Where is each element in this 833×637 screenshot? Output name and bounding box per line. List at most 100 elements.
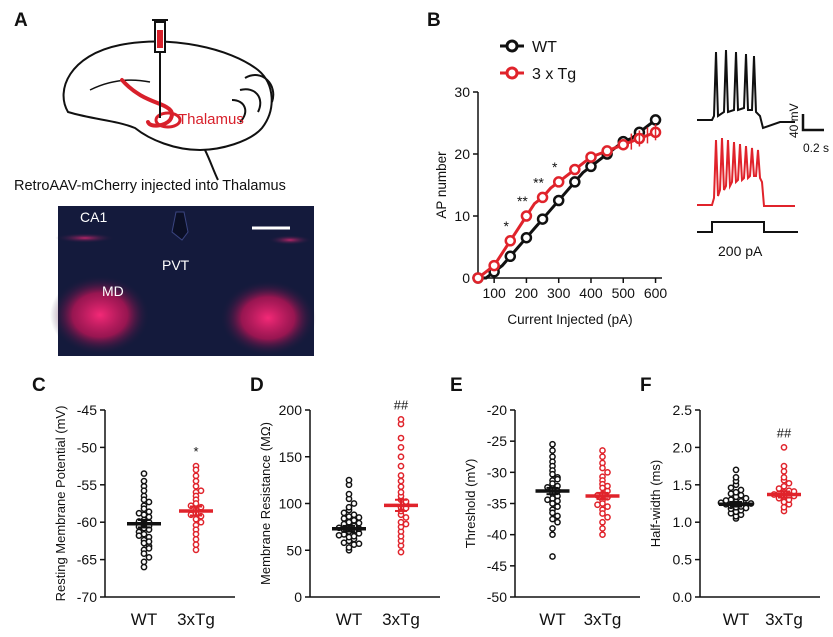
- data-point-wt: [345, 476, 353, 484]
- data-point-wt: [135, 509, 143, 517]
- voltage-scale-label: 40 mV: [787, 103, 801, 138]
- panel-label-e: E: [450, 375, 463, 396]
- data-point-tg: [569, 163, 581, 176]
- data-point-tg: [780, 467, 788, 475]
- data-point-wt: [554, 475, 561, 483]
- data-point-wt: [737, 486, 745, 494]
- y-tick-label: -60: [77, 514, 97, 530]
- data-point-wt: [549, 515, 556, 523]
- data-point-tg: [397, 453, 405, 461]
- data-point-wt: [549, 509, 556, 517]
- data-point-wt: [569, 176, 581, 188]
- data-point-tg: [599, 518, 606, 526]
- thalamus-label: Thalamus: [178, 111, 244, 128]
- y-axis-title: Threshold (mV): [463, 459, 478, 549]
- significance-marker: *: [193, 444, 198, 459]
- y-axis-title: AP number: [434, 151, 449, 219]
- trace-inset: 40 mV 0.2 s 200 pA: [697, 49, 829, 259]
- data-point-wt: [732, 473, 740, 481]
- y-tick-label: -70: [77, 589, 97, 605]
- y-tick-label: 0: [294, 589, 302, 605]
- legend-marker-wt: [505, 39, 519, 53]
- x-axis-title: Current Injected (pA): [507, 312, 632, 327]
- data-point-tg: [402, 514, 410, 521]
- data-point-tg: [585, 151, 597, 163]
- y-tick-label: 200: [279, 402, 303, 418]
- syringe-fill: [157, 30, 163, 48]
- data-point-tg: [617, 138, 630, 151]
- data-point-tg: [536, 191, 549, 204]
- y-tick-label: -25: [487, 433, 507, 449]
- data-point-wt: [520, 231, 533, 244]
- data-point-tg: [197, 487, 205, 495]
- data-point-tg: [604, 468, 611, 476]
- data-point-tg: [504, 235, 517, 247]
- data-point-tg: [402, 520, 410, 528]
- data-point-tg: [599, 525, 606, 532]
- data-point-tg: [192, 546, 200, 554]
- data-point-wt: [350, 511, 358, 519]
- data-point-wt: [355, 519, 363, 527]
- micrograph-label-ca1: CA1: [80, 209, 107, 225]
- md-fluorescence-right: [220, 280, 316, 356]
- significance-marker: **: [517, 193, 528, 209]
- data-point-tg: [780, 473, 788, 481]
- data-point-tg: [552, 176, 565, 188]
- data-point-wt: [549, 440, 556, 448]
- data-point-wt: [140, 477, 148, 485]
- wt-voltage-trace: [697, 49, 795, 130]
- panel-label-b: B: [427, 10, 441, 31]
- x-category-label: 3xTg: [584, 610, 622, 629]
- legend-label-wt: WT: [532, 39, 557, 56]
- data-point-wt: [145, 554, 153, 561]
- data-point-tg: [192, 536, 200, 543]
- data-point-wt: [355, 540, 363, 548]
- y-tick-label: -50: [77, 439, 97, 455]
- data-point-wt: [649, 114, 662, 126]
- cerebellum-outline: [231, 74, 275, 123]
- data-point-tg: [780, 444, 788, 451]
- panel-label-c: C: [32, 375, 46, 396]
- data-point-tg: [397, 548, 405, 556]
- data-point-wt: [742, 504, 750, 512]
- x-category-label: 3xTg: [765, 610, 803, 629]
- y-tick-label: 2.5: [673, 402, 693, 418]
- data-point-tg: [604, 513, 611, 521]
- data-point-wt: [742, 494, 750, 502]
- data-point-wt: [345, 490, 353, 498]
- data-point-tg: [192, 477, 200, 485]
- data-point-tg: [197, 518, 205, 526]
- y-tick-label: 0: [462, 270, 470, 286]
- data-point-wt: [140, 550, 148, 557]
- data-point-wt: [549, 525, 556, 532]
- x-category-label: 3xTg: [177, 610, 215, 629]
- data-point-tg: [594, 501, 601, 509]
- data-point-tg: [397, 444, 405, 451]
- significance-marker: ##: [777, 425, 792, 440]
- brain-schematic: Thalamus: [62, 19, 275, 181]
- data-point-tg: [397, 434, 405, 442]
- data-point-tg: [397, 477, 405, 485]
- current-step-trace: [697, 221, 798, 233]
- x-category-label: WT: [723, 610, 749, 629]
- significance-marker: **: [533, 174, 544, 190]
- data-point-tg: [397, 488, 405, 496]
- data-point-tg: [397, 462, 405, 470]
- significance-marker: *: [552, 159, 558, 175]
- legend-marker-tg: [505, 66, 519, 80]
- x-tick-label: 300: [547, 285, 571, 301]
- data-point-wt: [554, 518, 561, 526]
- y-tick-label: -65: [77, 552, 97, 568]
- data-point-wt: [355, 514, 363, 521]
- data-point-wt: [737, 491, 745, 499]
- data-point-wt: [549, 470, 556, 478]
- data-point-wt: [536, 213, 549, 225]
- data-point-tg: [192, 530, 200, 538]
- data-point-wt: [145, 538, 153, 545]
- data-point-tg: [599, 447, 606, 454]
- data-point-tg: [601, 145, 613, 157]
- y-axis-title: Membrane Resistance (MΩ): [258, 422, 273, 585]
- data-point-tg: [472, 272, 484, 284]
- y-tick-label: -40: [487, 527, 507, 543]
- y-tick-label: 50: [286, 542, 302, 558]
